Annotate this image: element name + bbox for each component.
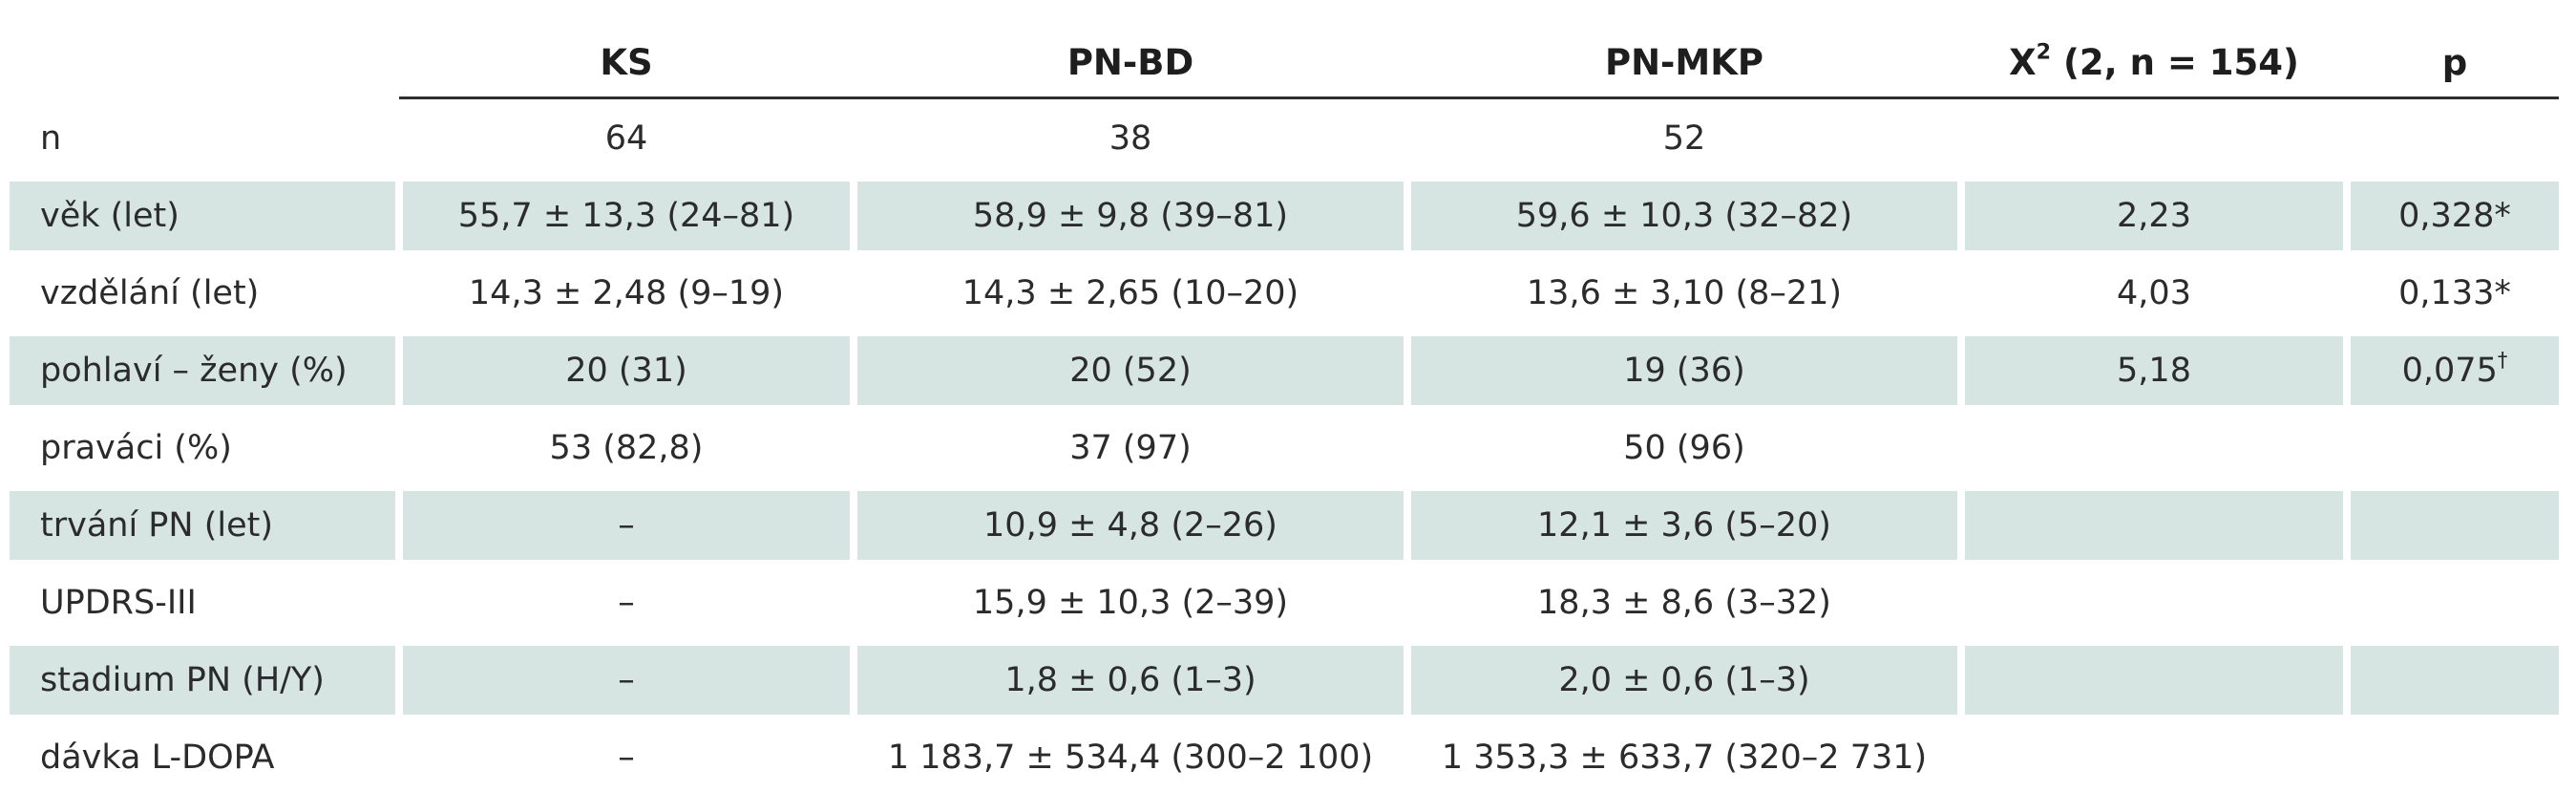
cell-ks: 55,7 ± 13,3 (24–81) <box>403 182 850 250</box>
p-value-text: 0,133* <box>2398 274 2511 312</box>
cell-ks: 14,3 ± 2,48 (9–19) <box>468 274 785 312</box>
cell-pn-mkp: 13,6 ± 3,10 (8–21) <box>1526 274 1843 312</box>
row-label: trvání PN (let) <box>10 491 395 560</box>
header-ks: KS <box>600 42 653 83</box>
header-chi-symbol: X <box>2009 42 2037 83</box>
row-label: věk (let) <box>10 182 395 250</box>
row-label: vzdělání (let) <box>40 274 260 312</box>
cell-pn-mkp: 50 (96) <box>1623 429 1745 467</box>
header-pn-bd: PN-BD <box>1066 42 1194 83</box>
row-label: praváci (%) <box>40 429 232 467</box>
cell-chi-square <box>1965 723 2343 792</box>
cell-ks: – <box>618 738 635 777</box>
cell-chi-square: 2,23 <box>1965 182 2343 250</box>
cell-chi-square: 5,18 <box>1965 336 2343 405</box>
cell-p-value <box>2351 414 2559 482</box>
cell-pn-bd: 1,8 ± 0,6 (1–3) <box>857 646 1404 715</box>
table-row: praváci (%) 53 (82,8) 37 (97) 50 (96) <box>0 414 2576 482</box>
cell-pn-bd: 38 <box>1109 119 1152 158</box>
cell-p-value <box>2351 646 2559 715</box>
row-label: UPDRS-III <box>40 584 197 622</box>
table-row: dávka L-DOPA – 1 183,7 ± 534,4 (300–2 100)… <box>0 723 2576 792</box>
header-pn-mkp: PN-MKP <box>1604 42 1764 83</box>
header-p-value: p <box>2441 42 2468 83</box>
cell-p-value <box>2351 723 2559 792</box>
row-label: dávka L-DOPA <box>40 738 275 777</box>
cell-p-value: 0,133* <box>2351 259 2559 328</box>
cell-p-value <box>2351 104 2559 173</box>
cell-ks: 20 (31) <box>403 336 850 405</box>
cell-ks: – <box>618 584 635 622</box>
cell-chi-square <box>1965 104 2343 173</box>
table-row: pohlaví – ženy (%) 20 (31) 20 (52) 19 (36) 5… <box>0 336 2576 405</box>
cell-ks: 53 (82,8) <box>549 429 704 467</box>
cell-ks: 64 <box>604 119 648 158</box>
cell-pn-mkp: 12,1 ± 3,6 (5–20) <box>1411 491 1957 560</box>
cell-p-value <box>2351 568 2559 637</box>
cell-pn-mkp: 19 (36) <box>1411 336 1957 405</box>
cell-pn-bd: 37 (97) <box>1069 429 1192 467</box>
demographics-table: KS PN-BD PN-MKP X2 (2, n = 154) p n 64 38 5… <box>0 32 2576 777</box>
row-label: pohlaví – ženy (%) <box>10 336 395 405</box>
table-row: vzdělání (let) 14,3 ± 2,48 (9–19) 14,3 ± 2… <box>0 259 2576 328</box>
header-chi-params: (2, n = 154) <box>2051 42 2299 83</box>
cell-pn-mkp: 59,6 ± 10,3 (32–82) <box>1411 182 1957 250</box>
cell-pn-mkp: 2,0 ± 0,6 (1–3) <box>1411 646 1957 715</box>
cell-chi-square: 4,03 <box>2117 274 2191 312</box>
cell-chi-square <box>1965 491 2343 560</box>
cell-pn-mkp: 18,3 ± 8,6 (3–32) <box>1537 584 1831 622</box>
cell-chi-square <box>1965 646 2343 715</box>
header-rule <box>399 96 2559 99</box>
cell-pn-bd: 20 (52) <box>857 336 1404 405</box>
header-chi-square: X2 (2, n = 154) <box>1965 32 2343 94</box>
cell-pn-bd: 58,9 ± 9,8 (39–81) <box>857 182 1404 250</box>
cell-pn-bd: 15,9 ± 10,3 (2–39) <box>972 584 1289 622</box>
cell-pn-mkp: 1 353,3 ± 633,7 (320–2 731) <box>1441 738 1928 777</box>
row-label: n <box>40 119 62 158</box>
cell-p-value: 0,075† <box>2351 336 2559 405</box>
header-chi-superscript: 2 <box>2036 39 2052 65</box>
cell-pn-mkp: 52 <box>1662 119 1706 158</box>
cell-chi-square <box>1965 414 2343 482</box>
p-value-footnote-mark: † <box>2497 348 2508 372</box>
cell-pn-bd: 10,9 ± 4,8 (2–26) <box>857 491 1404 560</box>
table-row: UPDRS-III – 15,9 ± 10,3 (2–39) 18,3 ± 8,6 (… <box>0 568 2576 637</box>
cell-pn-bd: 14,3 ± 2,65 (10–20) <box>961 274 1299 312</box>
row-label: stadium PN (H/Y) <box>10 646 395 715</box>
cell-p-value <box>2351 491 2559 560</box>
cell-pn-bd: 1 183,7 ± 534,4 (300–2 100) <box>887 738 1374 777</box>
cell-p-value: 0,328* <box>2351 182 2559 250</box>
table-row: n 64 38 52 <box>0 104 2576 173</box>
p-value-text: 0,075 <box>2401 352 2498 390</box>
cell-ks: – <box>403 646 850 715</box>
table-row: trvání PN (let) –10,9 ± 4,8 (2–26) 12,1 ± … <box>0 491 2576 560</box>
table-row: věk (let) 55,7 ± 13,3 (24–81) 58,9 ± 9,8 (… <box>0 182 2576 250</box>
cell-chi-square <box>1965 568 2343 637</box>
cell-ks: – <box>403 491 850 560</box>
table-row: stadium PN (H/Y) –1,8 ± 0,6 (1–3) 2,0 ± 0,… <box>0 646 2576 715</box>
p-value-text: 0,328* <box>2398 197 2511 235</box>
